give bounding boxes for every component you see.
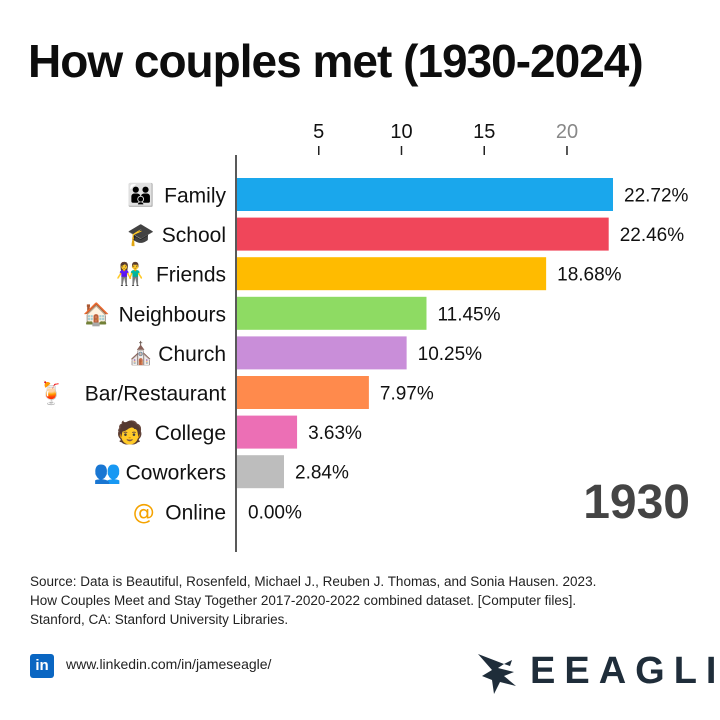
graduation-cap-icon: 🎓: [127, 223, 154, 248]
bar: [237, 415, 298, 449]
category-label: Coworkers: [126, 462, 226, 485]
category-label: Neighbours: [119, 303, 226, 326]
category-label: Family: [164, 185, 226, 208]
cocktail-icon: 🍹: [38, 380, 65, 407]
x-tick-label: 15: [473, 121, 495, 143]
x-tick-label: 5: [313, 121, 324, 143]
brand-name: EEAGLI: [530, 650, 720, 692]
source-note: Source: Data is Beautiful, Rosenfeld, Mi…: [30, 572, 670, 629]
linkedin-url[interactable]: www.linkedin.com/in/jameseagle/: [66, 656, 272, 672]
family-icon: 👪: [127, 183, 154, 209]
bar: [237, 178, 613, 211]
brand-logo: EEAGLI: [474, 646, 716, 698]
chart-title: How couples met (1930-2024): [28, 35, 644, 87]
category-label: Friends: [156, 264, 226, 287]
source-line: Source: Data is Beautiful, Rosenfeld, Mi…: [30, 574, 597, 589]
data-label: 18.68%: [557, 265, 622, 286]
year-label: 1930: [583, 476, 690, 529]
friends-icon: 👫: [116, 262, 143, 288]
data-label: 22.72%: [624, 186, 689, 207]
eagle-icon: [478, 654, 516, 694]
linkedin-icon: in: [30, 654, 54, 678]
source-line: Stanford, CA: Stanford University Librar…: [30, 612, 289, 627]
x-tick-label: 20: [556, 121, 578, 143]
bar: [237, 455, 284, 489]
data-label: 22.46%: [620, 225, 685, 246]
bar: [237, 336, 407, 370]
graduate-icon: 🧑: [116, 419, 143, 446]
bar: [237, 376, 369, 409]
category-label: School: [162, 224, 226, 247]
data-label: 10.25%: [418, 344, 483, 365]
category-label: Bar/Restaurant: [85, 383, 226, 406]
data-label: 0.00%: [248, 502, 302, 523]
house-icon: 🏠: [83, 301, 110, 327]
category-label: College: [155, 422, 226, 445]
data-label: 7.97%: [380, 384, 434, 405]
bar: [237, 257, 547, 291]
church-icon: ⛪: [127, 340, 154, 367]
data-label: 11.45%: [437, 304, 500, 325]
x-tick-label: 10: [390, 121, 412, 143]
category-label: Church: [158, 343, 226, 366]
source-line: How Couples Meet and Stay Together 2017-…: [30, 593, 577, 608]
data-label: 3.63%: [308, 423, 362, 444]
bar: [237, 296, 427, 330]
category-label: Online: [165, 501, 226, 524]
data-label: 2.84%: [295, 463, 349, 484]
coworkers-icon: 👥: [94, 461, 121, 486]
bar: [237, 217, 609, 251]
bar-chart: 5 10 15 20 22.72% Family 👪 22.46% School 🎓 18.68% F…: [38, 121, 690, 552]
at-sign-icon: @: [133, 500, 155, 525]
